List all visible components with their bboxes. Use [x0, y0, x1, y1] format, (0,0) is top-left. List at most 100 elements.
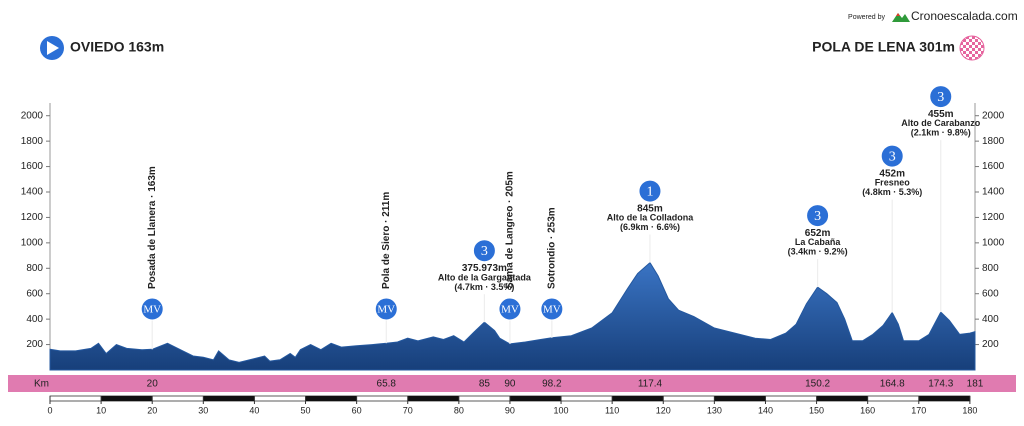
km-bar-segment — [407, 396, 459, 401]
start-icon — [40, 36, 64, 60]
x-tick-label: 120 — [656, 405, 671, 415]
climb-label: Alto de la Gargantada — [438, 272, 532, 282]
km-strip-value: 164.8 — [880, 379, 905, 390]
climb-label: La Cabaña — [795, 237, 842, 247]
x-tick-label: 150 — [809, 405, 824, 415]
km-strip-label: Km — [34, 379, 49, 390]
badge — [880, 144, 904, 168]
y-tick-label: 400 — [26, 314, 43, 325]
y-tick-label: 1200 — [21, 212, 44, 223]
finish-icon — [959, 35, 985, 61]
y-tick-label-right: 200 — [982, 339, 999, 350]
km-strip-value: 90 — [504, 379, 516, 390]
y-tick-label-right: 600 — [982, 288, 999, 299]
km-bar-segment — [918, 396, 970, 401]
km-bar-segment — [509, 396, 562, 401]
x-tick-label: 100 — [554, 405, 569, 415]
x-tick-label: 140 — [758, 405, 773, 415]
badge-text: MV — [543, 304, 561, 316]
climb-label: Fresneo — [875, 178, 911, 188]
y-tick-label: 1400 — [21, 187, 44, 198]
y-tick-label: 2000 — [21, 110, 44, 121]
x-tick-label: 180 — [962, 405, 977, 415]
badge-text: MV — [501, 304, 519, 316]
km-strip-value: 65.8 — [377, 379, 397, 390]
x-tick-label: 160 — [860, 405, 875, 415]
y-tick-label: 800 — [26, 263, 43, 274]
km-strip-value: 20 — [147, 379, 159, 390]
finish-label: POLA DE LENA 301m — [812, 39, 955, 55]
badge-text: 3 — [889, 149, 896, 164]
badge — [540, 297, 564, 321]
km-bar-segment — [816, 396, 868, 401]
x-tick-label: 90 — [505, 405, 515, 415]
badge-text: 1 — [646, 184, 653, 199]
km-strip-value: 181 — [967, 379, 984, 390]
climb-label: 652m — [805, 228, 831, 239]
badge — [374, 297, 398, 321]
km-strip — [8, 375, 1016, 392]
y-tick-label: 1000 — [21, 237, 44, 248]
km-bar-segment — [101, 396, 153, 401]
climb-label: 375.973m — [462, 263, 507, 274]
badge — [140, 297, 164, 321]
badge-text: MV — [143, 304, 161, 316]
y-tick-label: 200 — [26, 339, 43, 350]
badge — [498, 297, 522, 321]
credit: Powered by — [848, 14, 885, 21]
badge-text: 3 — [937, 90, 944, 105]
km-strip-value: 174.3 — [928, 379, 953, 390]
elevation-area — [49, 261, 976, 371]
badge — [929, 85, 953, 109]
badge — [806, 204, 830, 228]
waypoint-label: Pola de Siero · 211m — [381, 192, 392, 289]
climb-label: Alto de Carabanzo — [901, 118, 981, 128]
waypoint-label: Sotrondio · 253m — [546, 207, 557, 289]
badge-text: MV — [377, 304, 395, 316]
climb-label: (2.1km · 9.8%) — [911, 128, 971, 138]
km-strip-value: 150.2 — [805, 379, 830, 390]
km-bar-segment — [203, 396, 255, 401]
climb-label: (6.9km · 6.6%) — [620, 222, 680, 232]
x-tick-label: 130 — [707, 405, 722, 415]
brand-logo — [892, 13, 910, 22]
x-tick-label: 30 — [198, 405, 208, 415]
x-tick-label: 60 — [352, 405, 362, 415]
climb-label: 455m — [928, 109, 954, 120]
waypoint-label: Posada de Llanera · 163m — [147, 166, 158, 289]
y-tick-label-right: 1600 — [982, 161, 1005, 172]
start-label: OVIEDO 163m — [70, 39, 164, 55]
x-tick-label: 40 — [249, 405, 259, 415]
x-tick-label: 10 — [96, 405, 106, 415]
climb-label: 452m — [879, 168, 905, 179]
y-tick-label-right: 1800 — [982, 136, 1005, 147]
x-tick-label: 80 — [454, 405, 464, 415]
km-bar-segment — [305, 396, 357, 401]
x-tick-label: 110 — [605, 405, 619, 415]
y-tick-label-right: 800 — [982, 263, 999, 274]
y-tick-label: 1800 — [21, 136, 44, 147]
x-tick-label: 170 — [911, 405, 926, 415]
km-strip-value: 98.2 — [542, 379, 562, 390]
climb-label: (4.7km · 3.5%) — [454, 282, 514, 292]
brand: Cronoescalada.com — [911, 9, 1018, 23]
y-tick-label: 1600 — [21, 161, 44, 172]
y-tick-label-right: 2000 — [982, 110, 1005, 121]
km-strip-value: 85 — [479, 379, 491, 390]
badge — [638, 179, 662, 203]
km-bar-segment — [714, 396, 766, 401]
climb-label: (3.4km · 9.2%) — [788, 247, 848, 257]
badge-text: 3 — [814, 209, 821, 224]
badge — [472, 239, 496, 263]
y-tick-label: 600 — [26, 288, 43, 299]
climb-label: 845m — [637, 203, 663, 214]
climb-label: (4.8km · 5.3%) — [862, 187, 922, 197]
y-tick-label-right: 1200 — [982, 212, 1005, 223]
badge-text: 3 — [481, 244, 488, 259]
y-tick-label-right: 1400 — [982, 187, 1005, 198]
x-tick-label: 0 — [47, 405, 52, 415]
x-tick-label: 70 — [403, 405, 413, 415]
km-bar-segment — [612, 396, 664, 401]
x-tick-label: 50 — [301, 405, 311, 415]
